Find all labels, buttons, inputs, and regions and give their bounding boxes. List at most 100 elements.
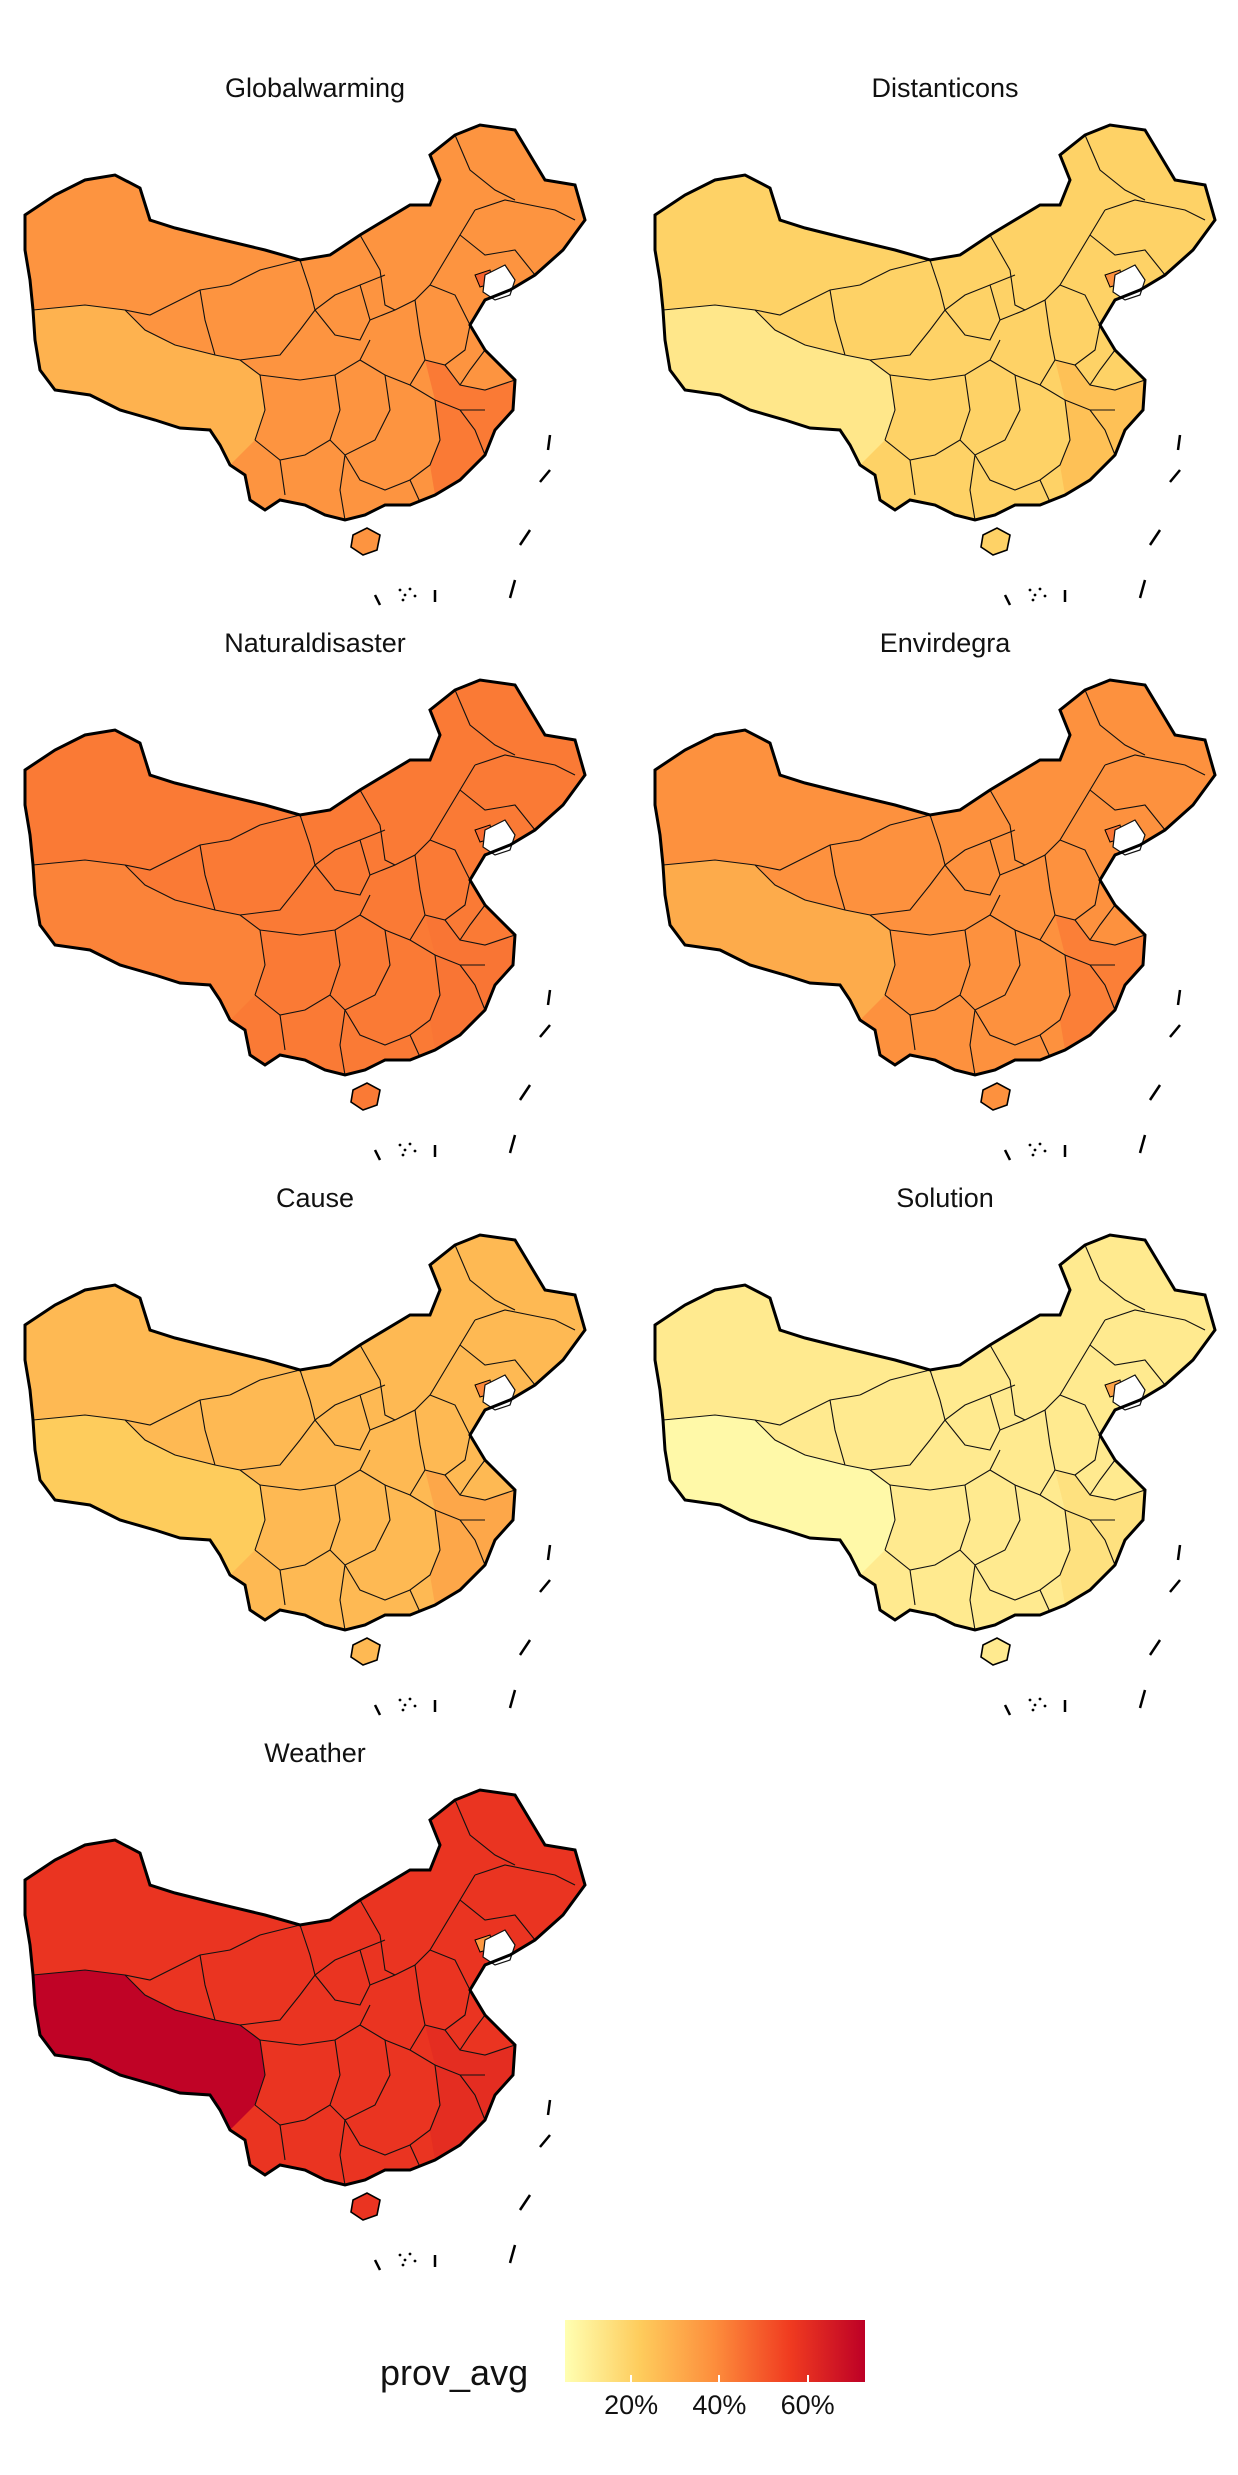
province-border (329, 1484, 391, 1566)
province-border (444, 919, 516, 946)
province-border (279, 2124, 286, 2161)
region-southeast (425, 1470, 515, 1605)
nine-dash-line (1176, 1544, 1182, 1561)
province-border (359, 359, 485, 411)
province-border (299, 814, 316, 866)
province-border (429, 284, 471, 326)
panel-title: Distanticons (871, 73, 1019, 103)
country-border (653, 678, 1217, 1077)
province-border (884, 929, 971, 1016)
province-border (459, 1519, 486, 1566)
province-border (1089, 789, 1166, 831)
legend-tick-label: 60% (780, 2390, 835, 2420)
region-tibet (663, 860, 895, 1020)
island-dot (1031, 598, 1035, 602)
province-border (929, 1369, 946, 1421)
province-border (424, 1434, 471, 1476)
china-map (653, 1233, 1217, 1716)
province-border (279, 1014, 286, 1051)
panel-1: Distanticons (645, 55, 1238, 615)
province-border (1104, 1309, 1206, 1331)
china-map (653, 123, 1217, 606)
legend-colorbar (565, 2320, 865, 2382)
province-border (754, 1419, 896, 1551)
province-border (429, 1394, 471, 1436)
province-border (1089, 964, 1116, 1011)
nine-dash-line (1003, 1149, 1012, 1161)
country-border (23, 1233, 587, 1632)
island-dot (398, 1143, 402, 1147)
province-border (1089, 1459, 1116, 1496)
country-border (23, 123, 587, 522)
legend-tick-mark (718, 2375, 721, 2382)
province-border (1039, 299, 1056, 386)
province-border (1104, 199, 1206, 221)
nine-dash-line (1148, 1084, 1162, 1101)
province-border (1039, 479, 1051, 503)
province-border (884, 374, 971, 461)
nine-dash-line (539, 1579, 551, 1593)
panel-5: Solution (645, 1165, 1238, 1725)
province-border (1084, 1244, 1146, 1311)
nine-dash-line (1148, 529, 1162, 546)
province-border (199, 1399, 216, 1466)
region-tibet (663, 1415, 895, 1575)
province-border (409, 1409, 426, 1496)
province-border (459, 904, 486, 941)
province-border (409, 2144, 421, 2168)
region-tibet (33, 1970, 265, 2130)
province-border (444, 364, 516, 391)
island-dot (401, 598, 405, 602)
country-border (653, 1233, 1217, 1632)
nine-dash-line (518, 1084, 532, 1101)
panel-title: Cause (275, 1183, 355, 1213)
province-border (909, 459, 916, 496)
panel-6: Weather (15, 1720, 615, 2280)
province-border (444, 2029, 516, 2056)
province-border (959, 1484, 1021, 1566)
province-border (444, 1474, 516, 1501)
province-border (124, 1419, 266, 1551)
province-border (454, 1799, 516, 1866)
region-hainan (350, 1082, 381, 1111)
province-border (1059, 284, 1101, 326)
island-dot (403, 1148, 407, 1152)
province-border (339, 2119, 346, 2186)
province-border (1089, 1344, 1166, 1386)
island-dot (403, 593, 407, 597)
province-border (359, 1899, 396, 1976)
region-southeast (425, 360, 515, 495)
island-dot (408, 587, 412, 591)
province-border (429, 1949, 471, 1991)
island-dot (1038, 587, 1042, 591)
island-dot (408, 1697, 412, 1701)
province-border (859, 1369, 931, 1396)
province-border (424, 879, 471, 921)
region-southeast (1055, 915, 1145, 1050)
province-border (1084, 134, 1146, 201)
province-border (884, 1484, 971, 1571)
province-border (199, 289, 216, 356)
province-border (459, 234, 536, 276)
province-border (1054, 1434, 1101, 1476)
province-border (254, 1484, 341, 1571)
legend-tick-mark (806, 2375, 809, 2382)
province-border (454, 689, 516, 756)
province-border (229, 814, 301, 841)
province-border (1074, 919, 1146, 946)
province-border (409, 299, 426, 386)
region-tibet (33, 305, 265, 465)
panel-0: Globalwarming (15, 55, 615, 615)
nine-dash-line (546, 1544, 552, 1561)
province-border (199, 1954, 216, 2021)
island-dot (401, 1153, 405, 1157)
nine-dash-line (508, 1689, 517, 1709)
nine-dash-line (508, 1134, 517, 1154)
region-hainan (350, 2192, 381, 2221)
province-border (829, 844, 846, 911)
province-border (409, 854, 426, 941)
china-map (23, 1233, 587, 1716)
province-border (959, 929, 1021, 1011)
province-border (1084, 689, 1146, 756)
nine-dash-line (1169, 469, 1181, 483)
